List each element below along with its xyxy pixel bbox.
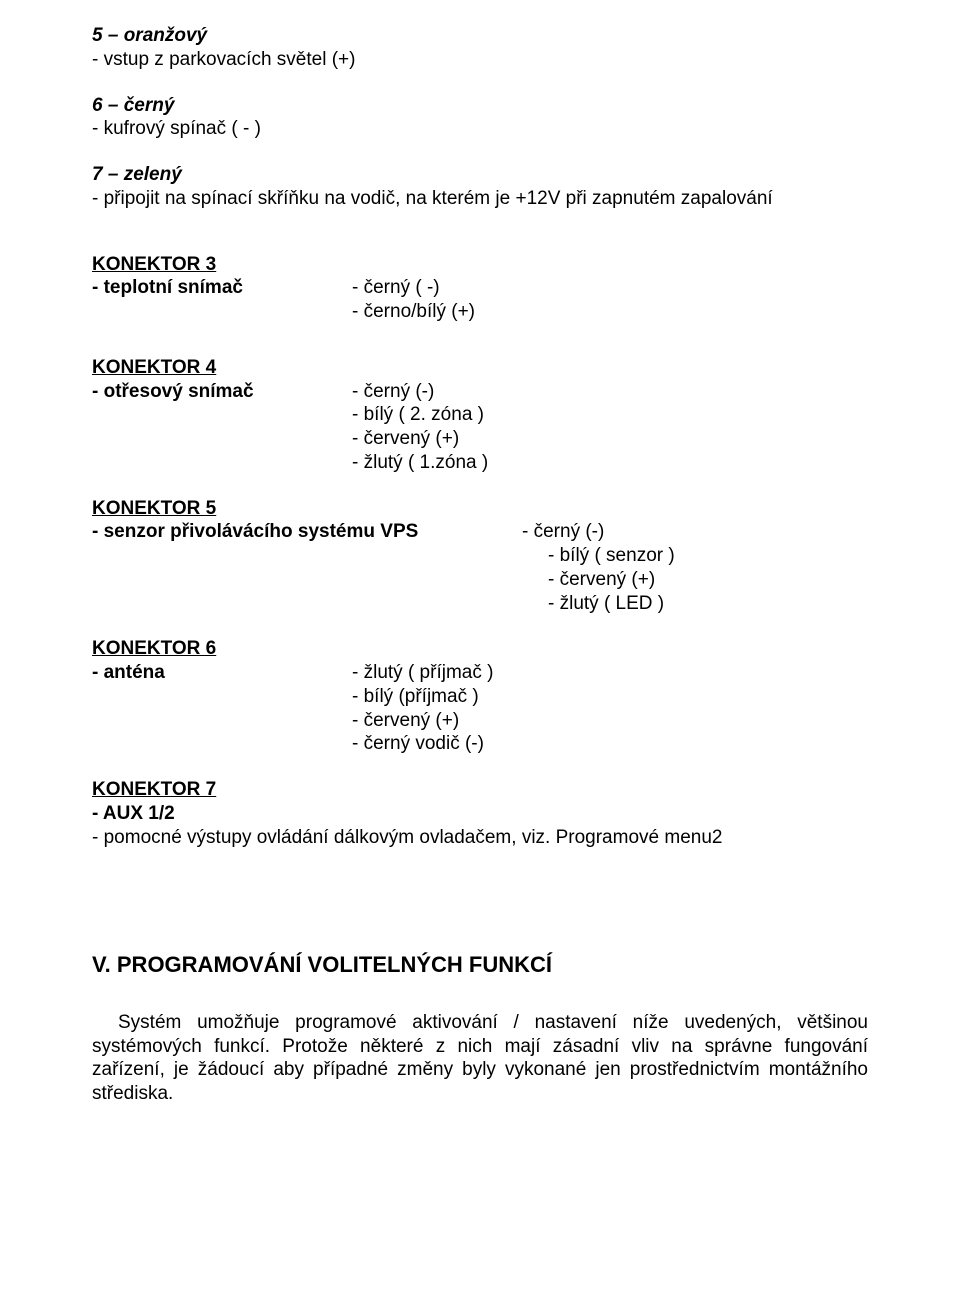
konektor-5-r1: - černý (-) — [522, 520, 868, 544]
konektor-6-left: - anténa — [92, 661, 352, 756]
konektor-6-head: KONEKTOR 6 — [92, 637, 868, 661]
konektor-3-head: KONEKTOR 3 — [92, 253, 868, 277]
konektor-5-r4: - žlutý ( LED ) — [522, 592, 868, 616]
konektor-4-left: - otřesový snímač — [92, 380, 352, 475]
konektor-5-head: KONEKTOR 5 — [92, 497, 868, 521]
konektor-3: KONEKTOR 3 - teplotní snímač - černý ( -… — [92, 253, 868, 324]
konektor-4-r1: - černý (-) — [352, 380, 868, 404]
konektor-3-r1: - černý ( -) — [352, 276, 868, 300]
item-6-line: - kufrový spínač ( - ) — [92, 117, 868, 141]
konektor-3-left: - teplotní snímač — [92, 276, 352, 324]
konektor-5-left: - senzor přivolávácího systému VPS — [92, 520, 522, 615]
konektor-4-head: KONEKTOR 4 — [92, 356, 868, 380]
konektor-6-r3: - červený (+) — [352, 709, 868, 733]
section-paragraph-1: Systém umožňuje programové aktivování / … — [92, 1011, 868, 1106]
item-6: 6 – černý - kufrový spínač ( - ) — [92, 94, 868, 142]
konektor-5: KONEKTOR 5 - senzor přivolávácího systém… — [92, 497, 868, 616]
konektor-7-l1: - AUX 1/2 — [92, 802, 868, 826]
konektor-6: KONEKTOR 6 - anténa - žlutý ( příjmač ) … — [92, 637, 868, 756]
item-5-title: 5 – oranžový — [92, 24, 868, 48]
section-title: V. PROGRAMOVÁNÍ VOLITELNÝCH FUNKCÍ — [92, 951, 868, 979]
item-5-line: - vstup z parkovacích světel (+) — [92, 48, 868, 72]
konektor-4-right: - černý (-) - bílý ( 2. zóna ) - červený… — [352, 380, 868, 475]
konektor-3-right: - černý ( -) - černo/bílý (+) — [352, 276, 868, 324]
item-7: 7 – zelený - připojit na spínací skříňku… — [92, 163, 868, 211]
konektor-4-r3: - červený (+) — [352, 427, 868, 451]
konektor-6-r1: - žlutý ( příjmač ) — [352, 661, 868, 685]
konektor-4-r4: - žlutý ( 1.zóna ) — [352, 451, 868, 475]
konektor-3-r2: - černo/bílý (+) — [352, 300, 868, 324]
konektor-6-r2: - bílý (příjmač ) — [352, 685, 868, 709]
item-5: 5 – oranžový - vstup z parkovacích světe… — [92, 24, 868, 72]
konektor-4: KONEKTOR 4 - otřesový snímač - černý (-)… — [92, 356, 868, 475]
konektor-5-right: - černý (-) - bílý ( senzor ) - červený … — [522, 520, 868, 615]
konektor-7-l2: - pomocné výstupy ovládání dálkovým ovla… — [92, 826, 868, 850]
konektor-5-r3: - červený (+) — [522, 568, 868, 592]
item-7-title: 7 – zelený — [92, 163, 868, 187]
konektor-7: KONEKTOR 7 - AUX 1/2 - pomocné výstupy o… — [92, 778, 868, 849]
konektor-6-r4: - černý vodič (-) — [352, 732, 868, 756]
konektor-5-r2: - bílý ( senzor ) — [522, 544, 868, 568]
item-6-title: 6 – černý — [92, 94, 868, 118]
konektor-6-right: - žlutý ( příjmač ) - bílý (příjmač ) - … — [352, 661, 868, 756]
konektor-7-head: KONEKTOR 7 — [92, 778, 868, 802]
item-7-line: - připojit na spínací skříňku na vodič, … — [92, 187, 868, 211]
konektor-4-r2: - bílý ( 2. zóna ) — [352, 403, 868, 427]
